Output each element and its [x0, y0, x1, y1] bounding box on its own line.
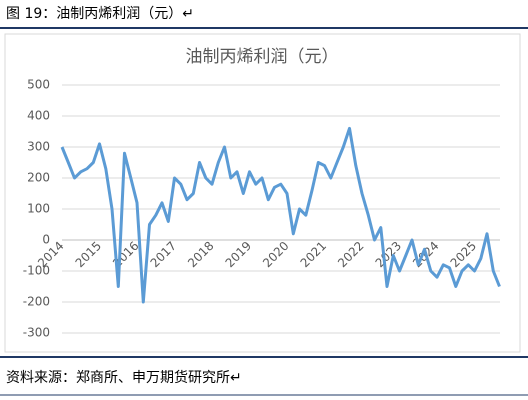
y-tick-label: -100	[23, 264, 50, 278]
x-tick-label: 2020	[260, 239, 291, 270]
x-tick-label: 2022	[335, 239, 366, 270]
figure-title: 图 19：油制丙烯利润（元）↵	[6, 6, 194, 22]
source-note: 资料来源：郑商所、申万期货研究所↵	[6, 369, 242, 386]
x-tick-label: 2018	[185, 239, 216, 270]
x-tick-label: 2015	[73, 239, 104, 270]
y-tick-label: -200	[23, 295, 50, 309]
y-tick-label: 0	[42, 233, 50, 247]
x-tick-label: 2017	[148, 239, 179, 270]
y-tick-label: 500	[27, 78, 50, 92]
x-tick-label: 2014	[35, 239, 66, 270]
x-tick-label: 2021	[298, 239, 329, 270]
x-tick-label: 2019	[223, 239, 254, 270]
chart-frame	[4, 33, 521, 353]
x-tick-label: 2025	[448, 239, 479, 270]
series-line	[60, 126, 501, 304]
y-tick-label: 200	[27, 171, 50, 185]
y-tick-label: 400	[27, 109, 50, 123]
chart-title: 油制丙烯利润（元）	[186, 47, 339, 67]
y-tick-label: -300	[23, 326, 50, 340]
y-tick-label: 300	[27, 140, 50, 154]
y-tick-label: 100	[27, 202, 50, 216]
x-tick-label: 2023	[373, 239, 404, 270]
